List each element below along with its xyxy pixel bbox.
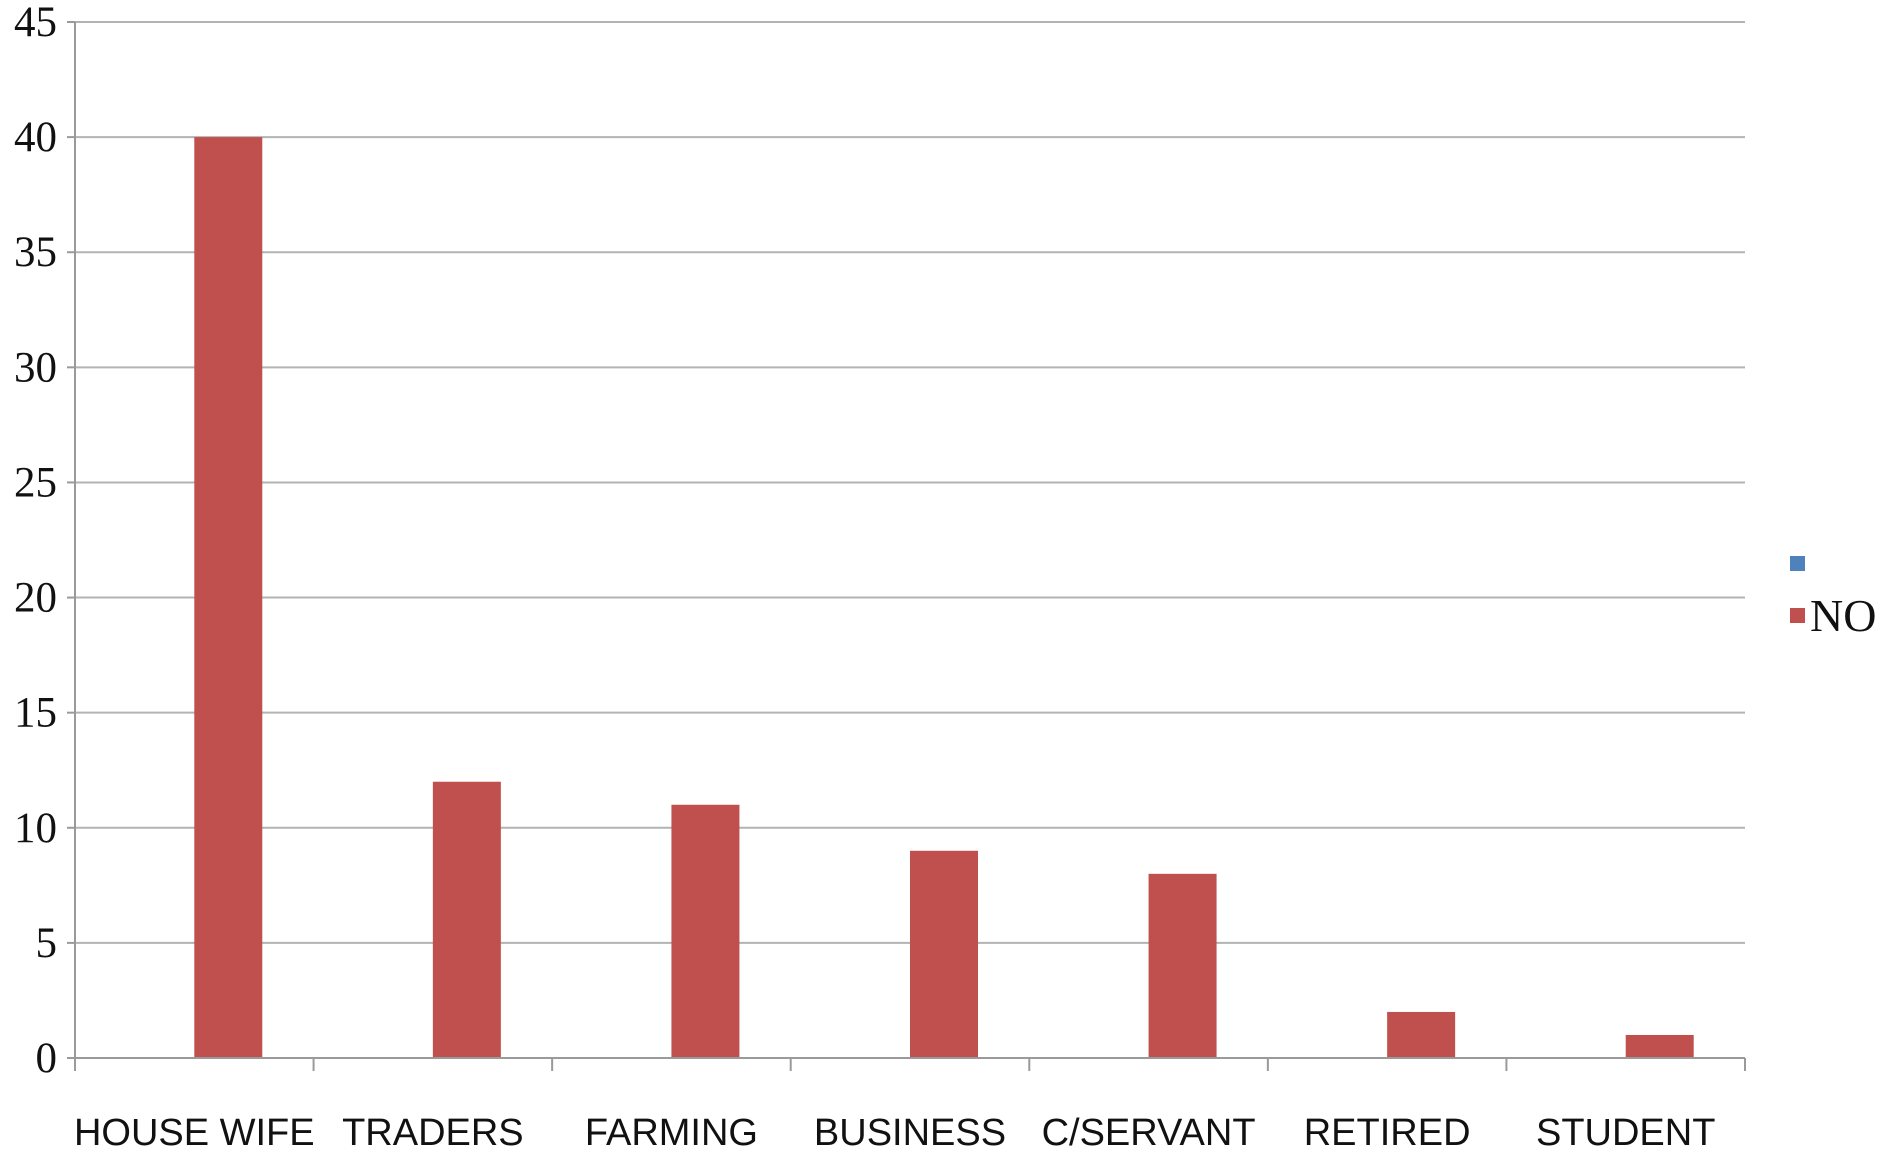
y-tick-label: 30 xyxy=(14,344,57,391)
x-tick-label: FARMING xyxy=(585,1112,758,1154)
y-tick-label: 10 xyxy=(14,805,57,852)
x-tick-label: TRADERS xyxy=(342,1112,524,1154)
y-tick-label: 40 xyxy=(14,114,57,161)
axes xyxy=(74,22,1745,1059)
x-tick-label: HOUSE WIFE xyxy=(74,1112,315,1154)
bar-no-c-servant xyxy=(1148,873,1217,1058)
bar-no-farming xyxy=(671,804,740,1058)
y-tick-label: 35 xyxy=(14,229,57,276)
bar-no-business xyxy=(910,850,978,1058)
y-tick-label: 45 xyxy=(14,0,57,46)
bar-no-traders xyxy=(432,781,501,1058)
y-tick-label: 0 xyxy=(36,1035,58,1082)
bars xyxy=(194,137,1694,1059)
x-tick-label: BUSINESS xyxy=(814,1112,1006,1154)
x-tick-label: RETIRED xyxy=(1304,1112,1471,1154)
legend-label: NO xyxy=(1810,590,1876,641)
legend-swatch xyxy=(1790,608,1805,623)
x-axis-tick-marks xyxy=(74,1058,1746,1071)
bar-no-house-wife xyxy=(194,137,263,1059)
y-tick-label: 20 xyxy=(14,575,57,622)
grid-lines xyxy=(67,21,1745,1059)
x-axis-category-labels: HOUSE WIFE TRADERS FARMING BUSINESS C/SERVAN… xyxy=(74,1112,1715,1154)
y-tick-label: 15 xyxy=(14,690,57,737)
y-tick-label: 5 xyxy=(36,920,58,967)
bar-no-retired xyxy=(1387,1011,1456,1058)
bar-no-student xyxy=(1625,1034,1694,1058)
y-tick-label: 25 xyxy=(14,459,57,506)
x-tick-label: C/SERVANT xyxy=(1042,1112,1256,1154)
legend: NO xyxy=(1790,556,1876,641)
y-axis-tick-labels: 0 5 10 15 20 25 30 35 40 45 xyxy=(14,0,57,1082)
legend-swatch xyxy=(1790,556,1805,571)
x-tick-label: STUDENT xyxy=(1536,1112,1715,1154)
